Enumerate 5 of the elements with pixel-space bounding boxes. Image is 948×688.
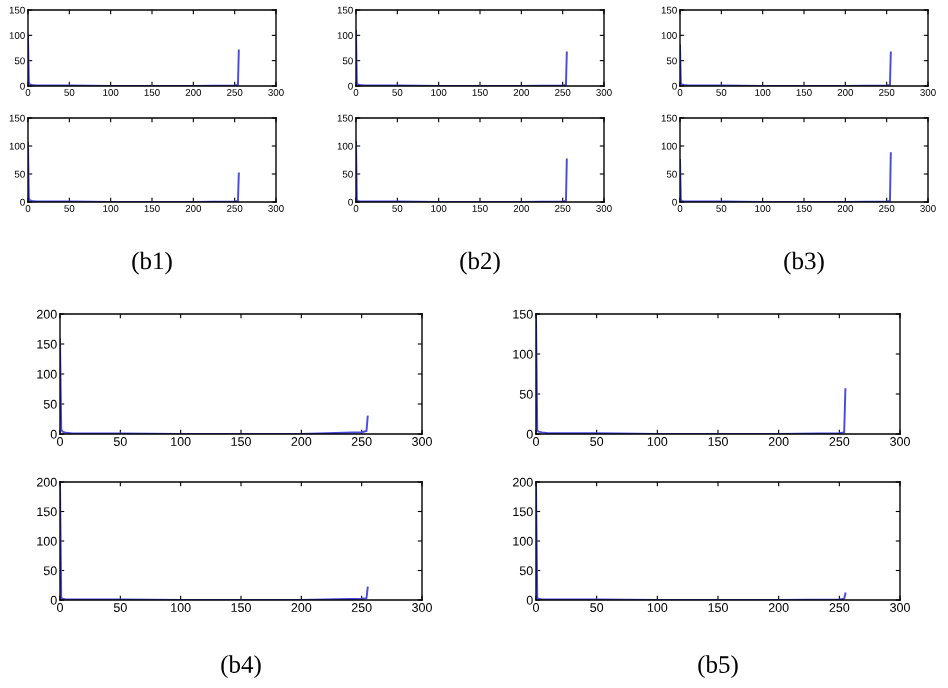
text: (b4) — [221, 655, 261, 678]
text: (b1) — [132, 251, 172, 275]
text: (b3) — [784, 251, 824, 275]
text: (b5) — [698, 655, 738, 678]
text: (b2) — [460, 251, 500, 275]
